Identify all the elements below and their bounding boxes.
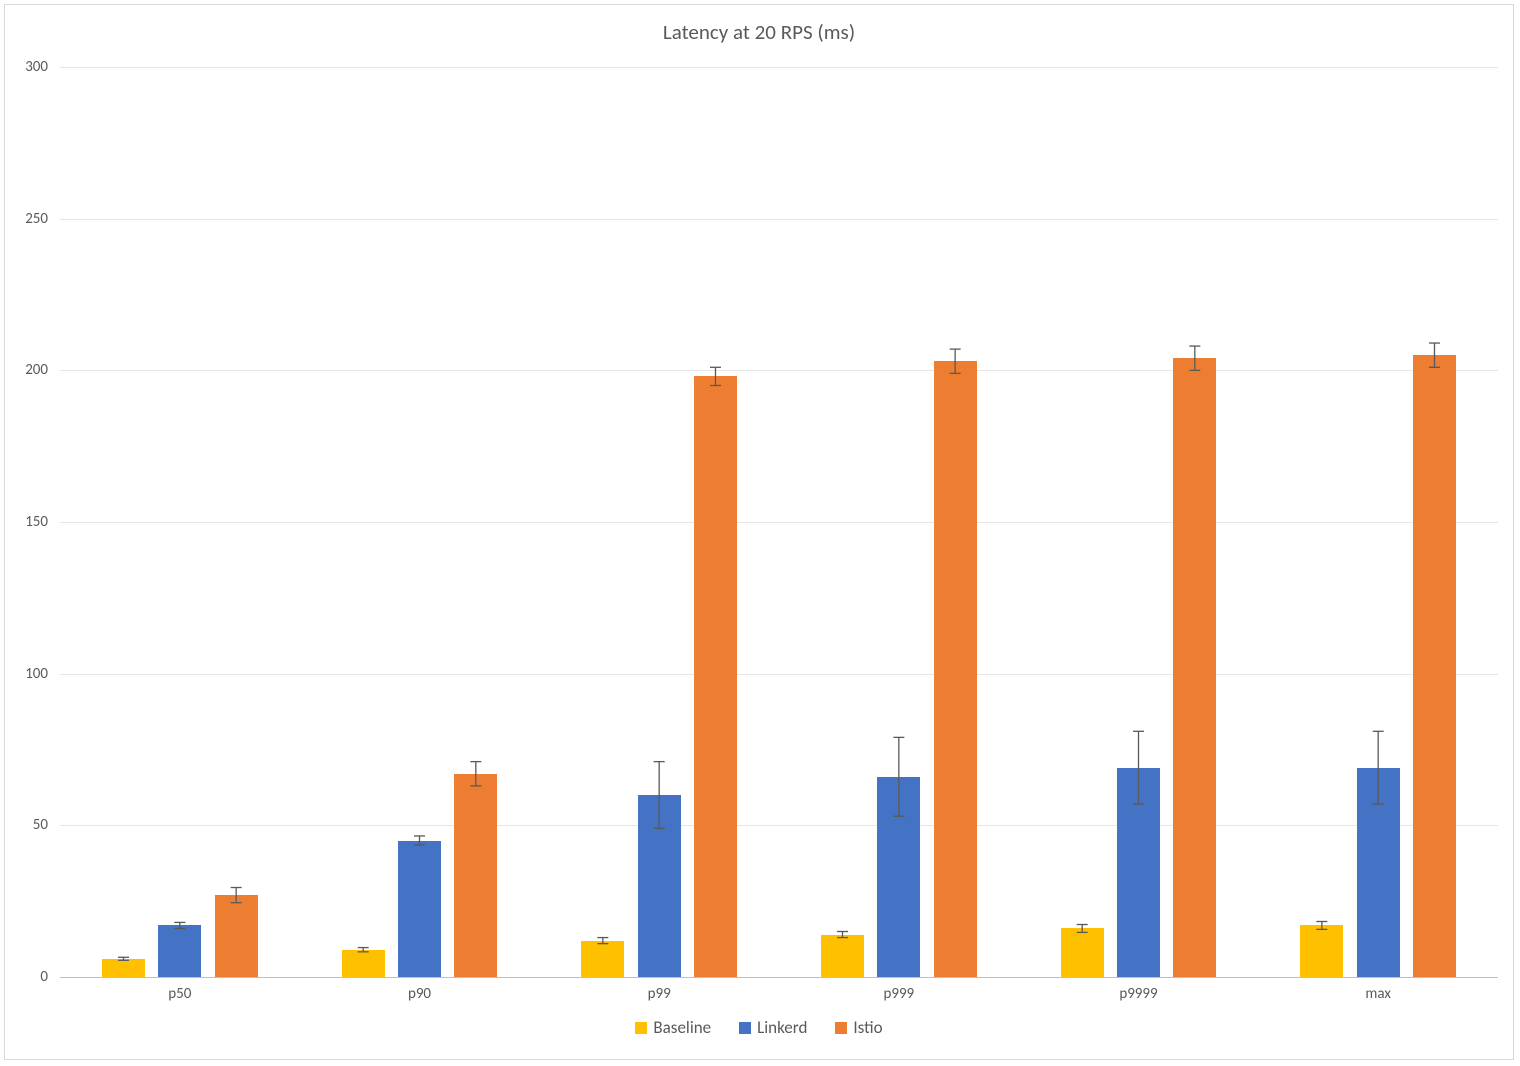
gridline	[60, 825, 1498, 826]
bar-istio	[694, 376, 737, 977]
gridline	[60, 977, 1498, 978]
legend-item-baseline: Baseline	[635, 1017, 711, 1038]
bar-baseline	[1300, 925, 1343, 977]
plot-area	[60, 67, 1498, 977]
bar-istio	[215, 895, 258, 977]
bar-baseline	[342, 950, 385, 977]
x-tick-label: p90	[300, 985, 540, 1003]
bar-istio	[934, 361, 977, 977]
legend-item-istio: Istio	[835, 1017, 882, 1038]
x-tick-label: p99	[539, 985, 779, 1003]
x-tick-label: p9999	[1019, 985, 1259, 1003]
gridline	[60, 674, 1498, 675]
bar-baseline	[102, 959, 145, 977]
x-tick-label: max	[1258, 985, 1498, 1003]
legend-label: Baseline	[653, 1017, 711, 1038]
y-tick-label: 0	[5, 968, 48, 986]
y-tick-label: 250	[5, 210, 48, 228]
bar-linkerd	[638, 795, 681, 977]
legend-item-linkerd: Linkerd	[739, 1017, 807, 1038]
chart-frame: Latency at 20 RPS (ms) 0 50 100 150 200 250 30…	[4, 4, 1514, 1060]
x-tick-label: p999	[779, 985, 1019, 1003]
y-tick-label: 300	[5, 58, 48, 76]
y-tick-label: 50	[5, 816, 48, 834]
y-tick-label: 200	[5, 361, 48, 379]
legend-swatch	[835, 1022, 847, 1034]
y-tick-label: 150	[5, 513, 48, 531]
bar-istio	[1173, 358, 1216, 977]
legend-swatch	[739, 1022, 751, 1034]
bar-linkerd	[877, 777, 920, 977]
gridline	[60, 67, 1498, 68]
y-tick-label: 100	[5, 665, 48, 683]
bar-istio	[454, 774, 497, 977]
gridline	[60, 370, 1498, 371]
legend: Baseline Linkerd Istio	[5, 1017, 1513, 1038]
bar-linkerd	[398, 841, 441, 978]
bar-baseline	[581, 941, 624, 977]
legend-label: Linkerd	[757, 1017, 807, 1038]
bar-istio	[1413, 355, 1456, 977]
legend-swatch	[635, 1022, 647, 1034]
bar-linkerd	[158, 925, 201, 977]
legend-label: Istio	[853, 1017, 882, 1038]
bar-linkerd	[1117, 768, 1160, 977]
bar-baseline	[1061, 928, 1104, 977]
chart-title: Latency at 20 RPS (ms)	[5, 19, 1513, 45]
x-tick-label: p50	[60, 985, 300, 1003]
bar-linkerd	[1357, 768, 1400, 977]
gridline	[60, 522, 1498, 523]
gridline	[60, 219, 1498, 220]
bar-baseline	[821, 935, 864, 977]
